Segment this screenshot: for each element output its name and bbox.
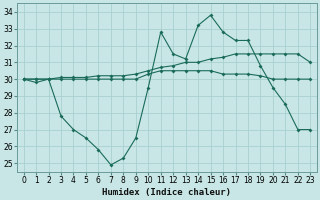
X-axis label: Humidex (Indice chaleur): Humidex (Indice chaleur) — [102, 188, 231, 197]
